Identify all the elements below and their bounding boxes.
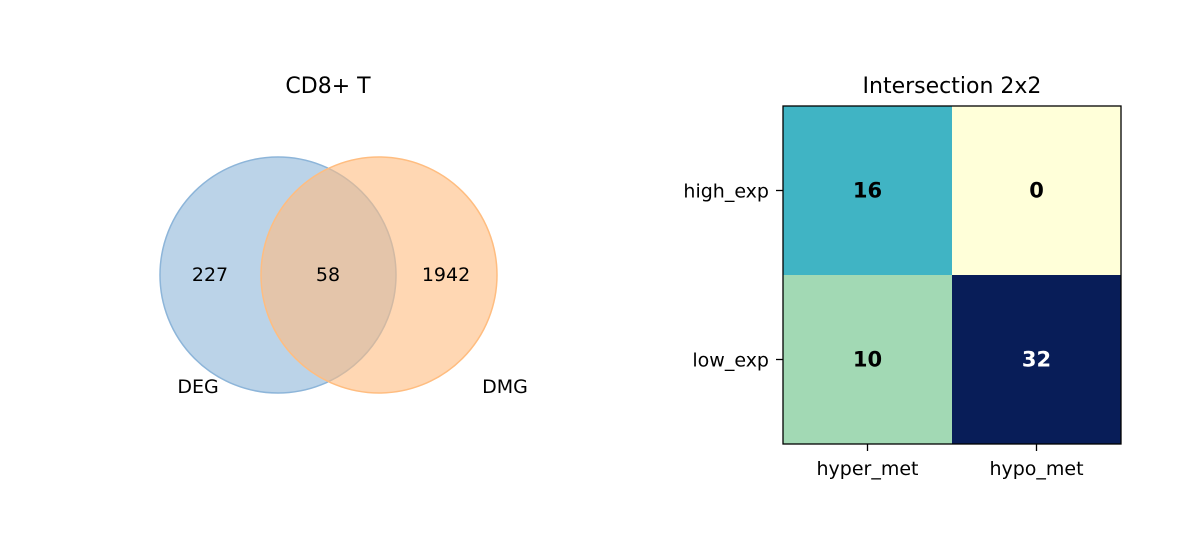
heatmap-cells: 16 0 10 32: [783, 106, 1121, 444]
heatmap-cell-value: 0: [1029, 179, 1044, 203]
heatmap-cell: [952, 275, 1121, 444]
venn-count-deg-only: 227: [192, 264, 228, 286]
heatmap-ticks: hyper_met hypo_met high_exp low_exp: [683, 181, 1083, 481]
heatmap-panel: Intersection 2x2 16 0 10 32 hyper_met hypo_m…: [683, 74, 1122, 481]
venn-count-intersection: 58: [316, 264, 340, 286]
venn-set-label-deg: DEG: [177, 376, 218, 398]
x-tick-label: hyper_met: [817, 458, 919, 480]
y-tick-label: high_exp: [683, 181, 769, 203]
y-tick-label: low_exp: [692, 350, 769, 372]
venn-count-dmg-only: 1942: [422, 264, 470, 286]
heatmap-cell-value: 10: [853, 348, 882, 372]
heatmap-cell: [783, 106, 952, 275]
heatmap-cell-value: 32: [1022, 348, 1051, 372]
venn-circle-dmg: [260, 156, 498, 394]
heatmap-title: Intersection 2x2: [863, 74, 1042, 99]
venn-title: CD8+ T: [285, 74, 371, 99]
x-tick-label: hypo_met: [989, 458, 1083, 480]
heatmap-cell-value: 16: [853, 179, 882, 203]
heatmap-cell: [952, 106, 1121, 275]
venn-set-label-dmg: DMG: [482, 376, 528, 398]
venn-panel: CD8+ T 227 58 1942 DEG DMG: [159, 74, 528, 398]
heatmap-frame: [782, 105, 1122, 445]
heatmap-cell: [783, 275, 952, 444]
